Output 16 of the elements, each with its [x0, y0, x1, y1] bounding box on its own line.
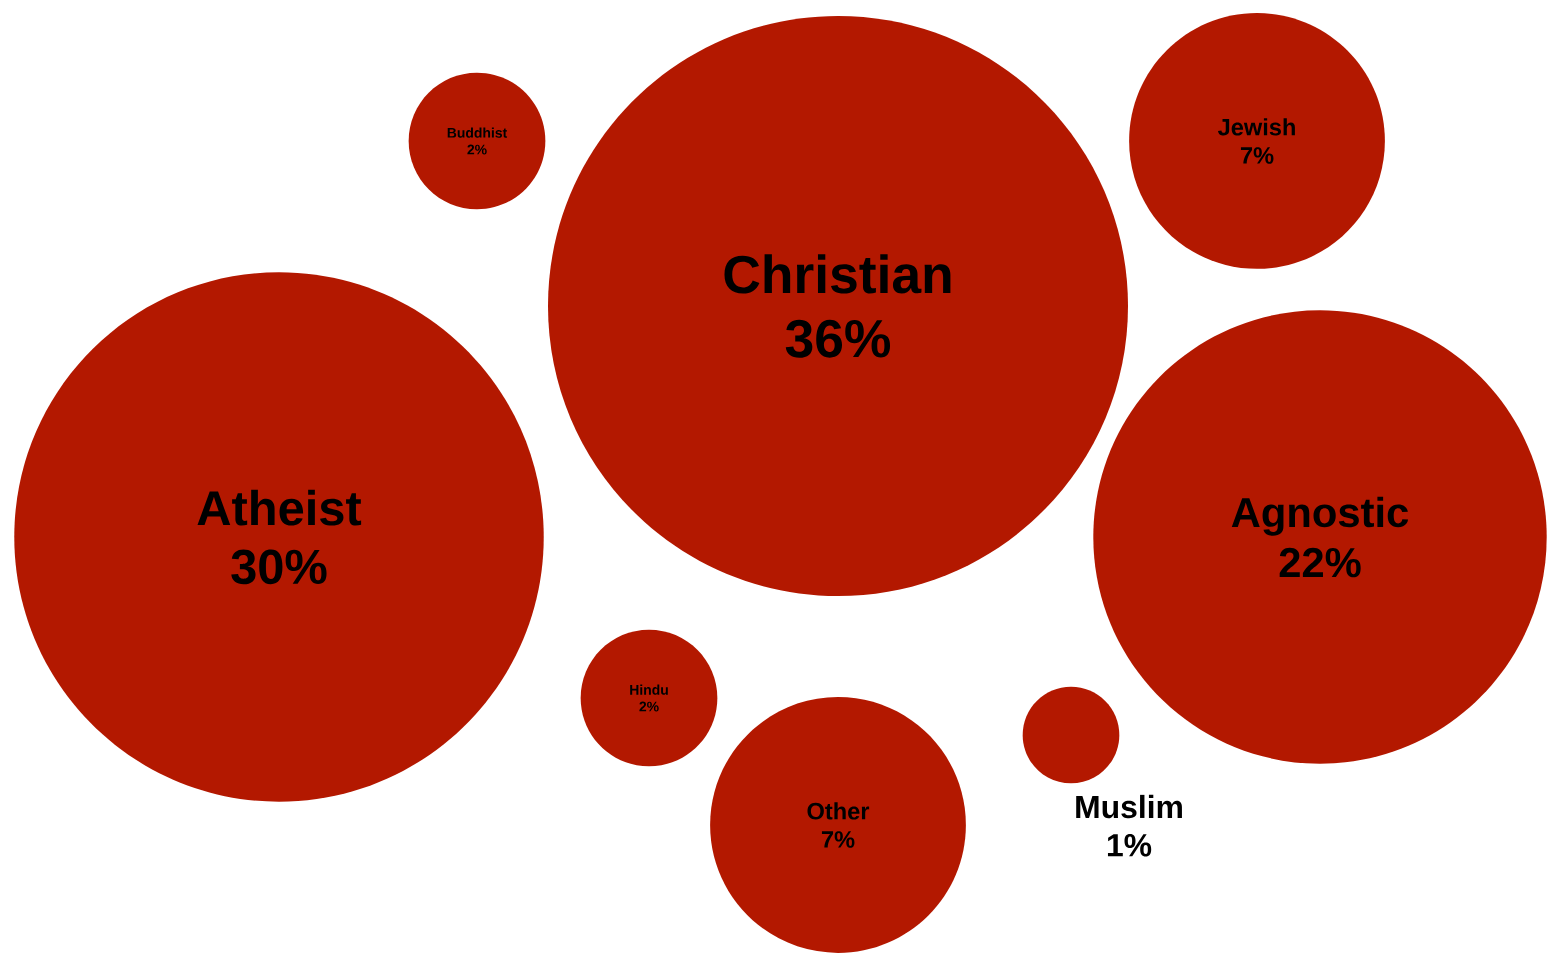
data-label: 2%: [467, 144, 487, 155]
category-label: Muslim: [1076, 794, 1182, 819]
category-label: Agnostic: [1231, 496, 1409, 536]
data-label: 30%: [231, 549, 327, 585]
data-label: 2%: [639, 701, 659, 712]
category-label: Hindu: [630, 684, 668, 695]
category-label: Christian: [724, 254, 951, 294]
category-label: Jewish: [1217, 118, 1295, 136]
category-label: Atheist: [197, 489, 362, 526]
data-label: 36%: [785, 319, 891, 358]
data-label: 7%: [1240, 147, 1274, 164]
category-label: Buddhist: [447, 127, 508, 138]
data-label: 7%: [821, 831, 855, 848]
category-label: Other: [807, 802, 870, 820]
data-label: 22%: [1279, 547, 1361, 578]
data-label: 1%: [1107, 834, 1152, 857]
